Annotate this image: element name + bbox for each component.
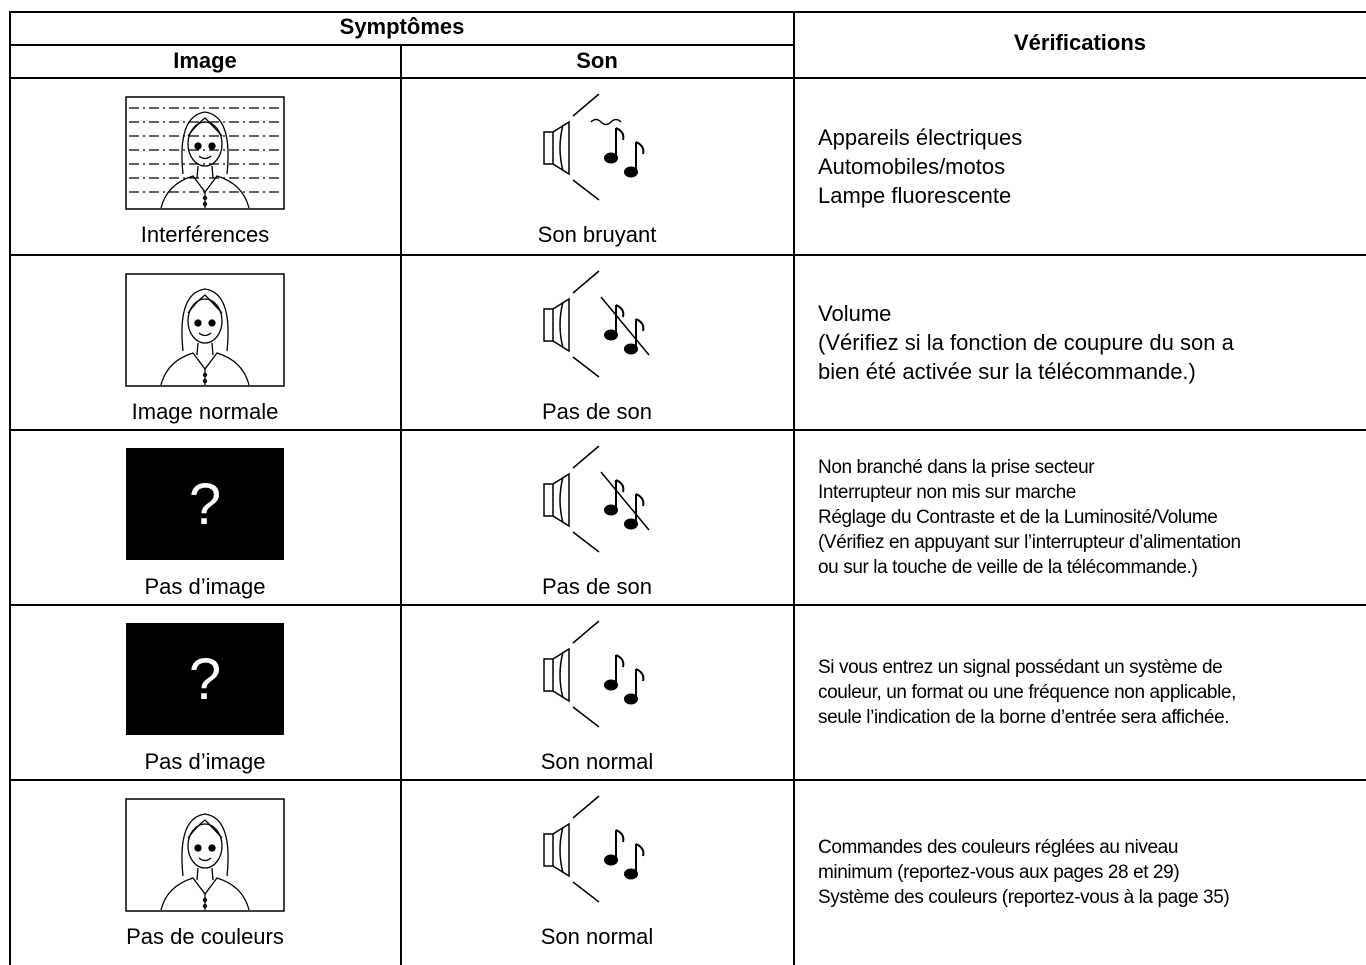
picture: [125, 798, 285, 912]
speaker-icon: [543, 795, 645, 903]
image-label: Interférences: [140, 222, 270, 247]
image-label: Image normale: [131, 399, 279, 424]
rule: [10, 77, 1366, 79]
image-label: Pas d’image: [144, 574, 266, 599]
check-line: seule l’indication de la borne d’entrée …: [818, 707, 1230, 728]
blank-screen: ?: [126, 623, 284, 735]
rule: [10, 44, 794, 46]
rule: [9, 11, 11, 965]
check-line: (Vérifiez en appuyant sur l’interrupteur…: [818, 532, 1241, 553]
rule: [10, 604, 1366, 606]
header-symptoms: Symptômes: [339, 14, 465, 39]
header-sound: Son: [576, 48, 618, 73]
speaker-icon: [543, 270, 650, 378]
rule: [793, 11, 795, 965]
checks: Non branché dans la prise secteur Interru…: [818, 430, 1363, 605]
checks: Si vous entrez un signal possédant un sy…: [818, 605, 1363, 780]
check-line: Commandes des couleurs réglées au niveau: [818, 837, 1178, 858]
sound-label: Son normal: [540, 749, 654, 774]
checks: Appareils électriques Automobiles/motos La…: [818, 78, 1363, 255]
image-label: Pas de couleurs: [126, 924, 284, 949]
checks: Volume (Vérifiez si la fonction de coupur…: [818, 255, 1363, 430]
check-line: Lampe fluorescente: [818, 183, 1012, 208]
check-line: (Vérifiez si la fonction de coupure du s…: [818, 330, 1234, 355]
speaker-icon: [543, 445, 650, 553]
header-image: Image: [173, 48, 237, 73]
speaker-icon: [543, 93, 645, 201]
check-line: Réglage du Contraste et de la Luminosité…: [818, 507, 1218, 528]
rule: [10, 254, 1366, 256]
speaker-icon: [543, 620, 645, 728]
sound-label: Son normal: [540, 924, 654, 949]
check-line: Interrupteur non mis sur marche: [818, 482, 1076, 503]
check-line: Appareils électriques: [818, 125, 1023, 150]
check-line: Système des couleurs (reportez-vous à la…: [818, 887, 1230, 908]
rule: [400, 44, 402, 965]
picture: [125, 273, 285, 387]
check-line: Automobiles/motos: [818, 154, 1006, 179]
checks: Commandes des couleurs réglées au niveau…: [818, 780, 1363, 965]
check-line: bien été activée sur la télécommande.): [818, 359, 1196, 384]
header-checks: Vérifications: [1013, 30, 1147, 55]
check-line: Non branché dans la prise secteur: [818, 457, 1095, 478]
check-line: Volume: [818, 301, 892, 326]
rule: [10, 779, 1366, 781]
check-line: minimum (reportez-vous aux pages 28 et 2…: [818, 862, 1180, 883]
check-line: ou sur la touche de veille de la télécom…: [818, 557, 1198, 578]
image-label: Pas d’image: [144, 749, 266, 774]
sound-label: Pas de son: [541, 574, 653, 599]
blank-screen: ?: [126, 448, 284, 560]
sound-label: Pas de son: [541, 399, 653, 424]
picture: [125, 96, 285, 210]
rule: [10, 429, 1366, 431]
rule: [10, 11, 1366, 13]
check-line: couleur, un format ou une fréquence non …: [818, 682, 1236, 703]
sound-label: Son bruyant: [537, 222, 657, 247]
check-line: Si vous entrez un signal possédant un sy…: [818, 657, 1223, 678]
